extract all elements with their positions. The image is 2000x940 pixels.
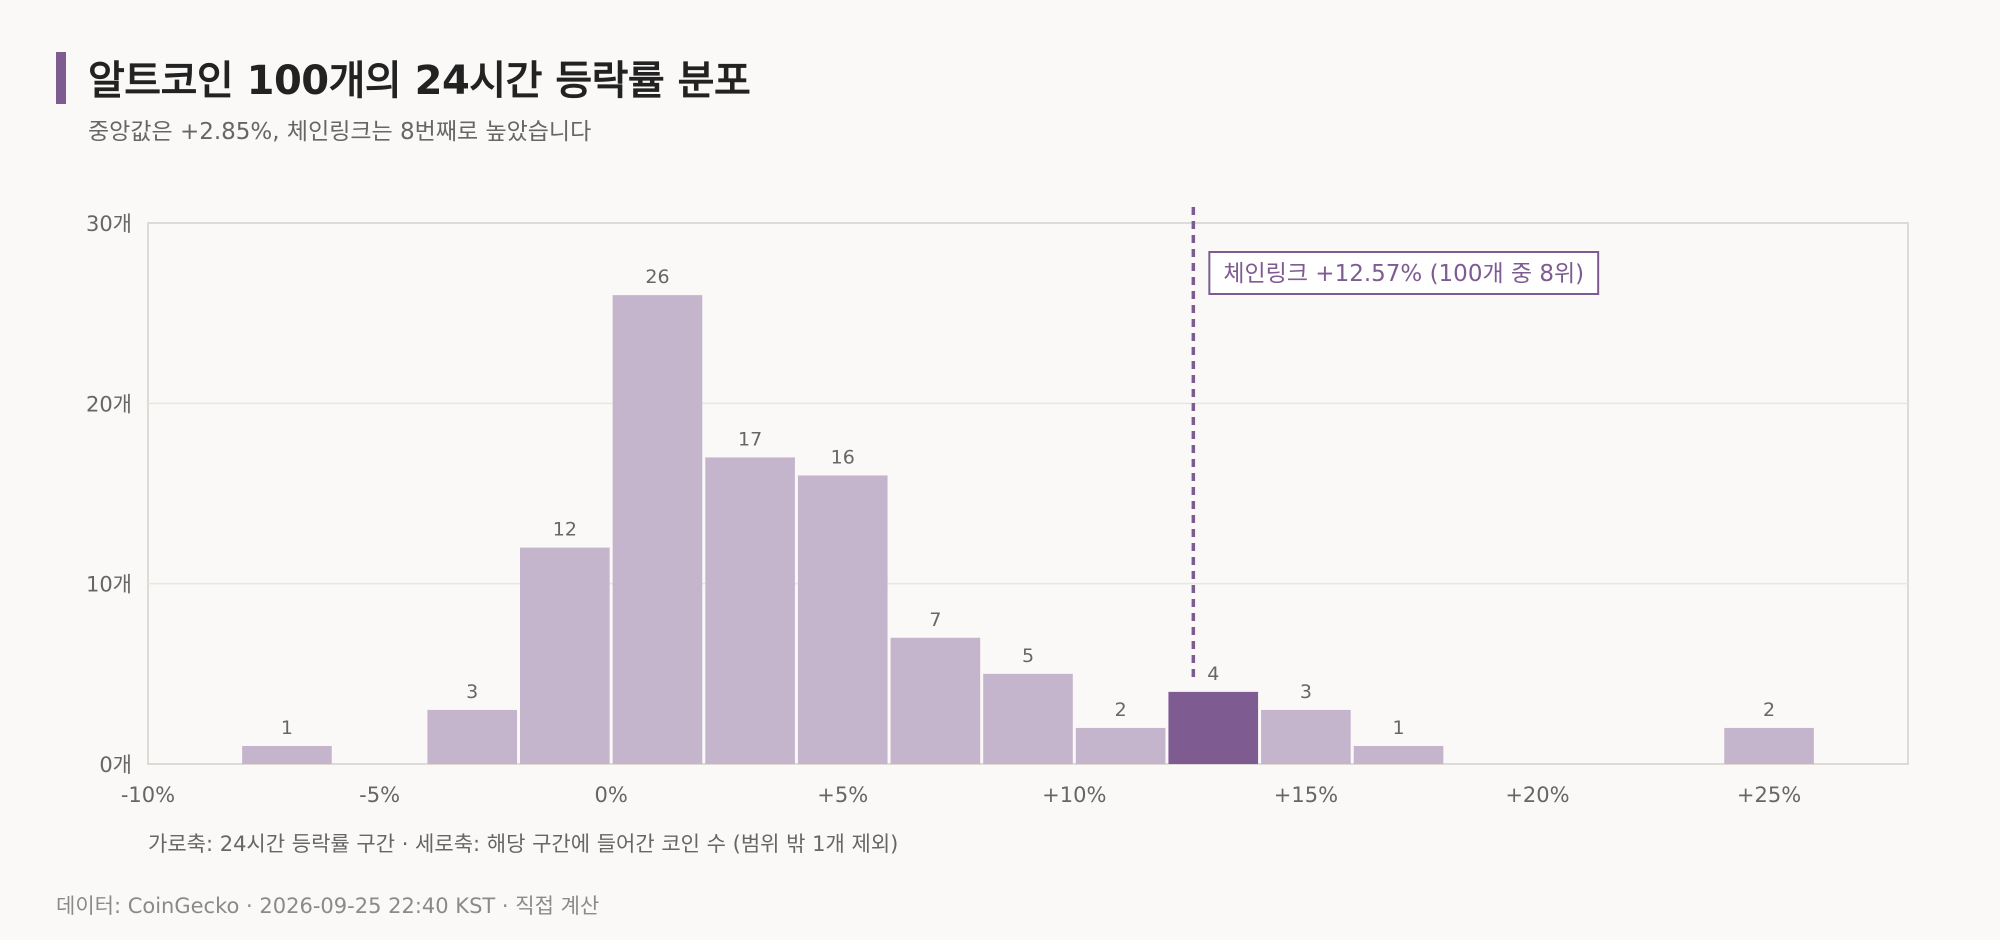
bar-0 <box>242 745 332 764</box>
bar-3 <box>520 547 610 764</box>
bar-value-label-12: 1 <box>1392 717 1404 739</box>
bar-value-label-16: 2 <box>1763 699 1775 721</box>
bar-layer <box>242 295 1814 764</box>
y-tick-label-2: 20개 <box>86 392 132 416</box>
bar-value-label-3: 12 <box>553 519 577 541</box>
bar-value-label-6: 16 <box>831 446 855 468</box>
source-note: 데이터: CoinGecko · 2026-09-25 22:40 KST · … <box>56 894 600 918</box>
bar-4 <box>612 295 703 764</box>
bar-value-label-10: 4 <box>1207 663 1219 685</box>
y-tick-label-1: 10개 <box>86 573 132 597</box>
axis-caption: 가로축: 24시간 등락률 구간 · 세로축: 해당 구간에 들어간 코인 수 … <box>148 832 899 856</box>
bar-16 <box>1724 727 1814 764</box>
x-tick-label-1: -5% <box>359 783 400 807</box>
bar-2 <box>427 709 518 764</box>
bar-6 <box>797 475 888 764</box>
x-tick-label-5: +15% <box>1274 783 1338 807</box>
x-tick-label-0: -10% <box>121 783 175 807</box>
bar-7 <box>890 637 981 764</box>
bar-value-label-8: 5 <box>1022 645 1034 667</box>
bar-12 <box>1353 745 1444 764</box>
marker-label: 체인링크 +12.57% (100개 중 8위) <box>1223 261 1584 287</box>
bar-highlight-10 <box>1168 691 1259 764</box>
title-accent-bar <box>56 52 66 104</box>
x-tick-label-7: +25% <box>1737 783 1801 807</box>
x-tick-label-6: +20% <box>1505 783 1569 807</box>
x-tick-label-2: 0% <box>594 783 627 807</box>
bar-value-label-4: 26 <box>645 266 669 288</box>
x-tick-label-3: +5% <box>817 783 868 807</box>
bar-value-label-5: 17 <box>738 428 762 450</box>
bar-5 <box>705 457 795 764</box>
y-tick-label-0: 0개 <box>99 753 132 777</box>
bar-value-label-2: 3 <box>466 681 478 703</box>
bar-value-label-9: 2 <box>1115 699 1127 721</box>
chart-title: 알트코인 100개의 24시간 등락률 분포 <box>88 58 751 104</box>
x-tick-label-4: +10% <box>1042 783 1106 807</box>
bar-9 <box>1075 727 1166 764</box>
y-tick-label-3: 30개 <box>86 212 132 236</box>
bar-value-label-11: 3 <box>1300 681 1312 703</box>
bar-value-label-7: 7 <box>929 609 941 631</box>
marker-layer: 체인링크 +12.57% (100개 중 8위) <box>1191 207 1600 682</box>
marker-label-box <box>1208 251 1600 295</box>
bar-8 <box>983 673 1073 764</box>
bar-11 <box>1261 709 1351 764</box>
bar-value-label-0: 1 <box>281 717 293 739</box>
chart-subtitle: 중앙값은 +2.85%, 체인링크는 8번째로 높았습니다 <box>88 119 592 145</box>
axis-layer: 0개 10개 20개 30개 -10% -5% 0% +5% +10% +15% +20% +25% <box>86 212 1801 807</box>
